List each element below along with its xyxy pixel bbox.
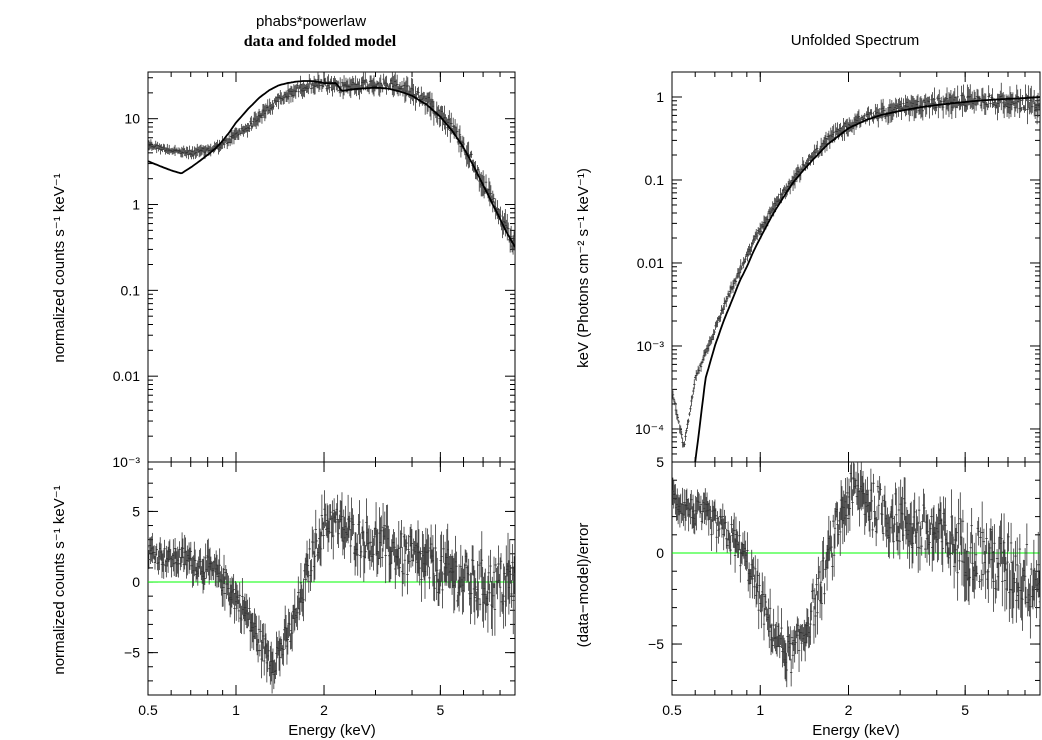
y-tick-label: 10 [124, 111, 140, 127]
x-tick-label: 1 [232, 702, 240, 718]
panel-left-top: 10 1 0.1 0.01 10⁻³ [112, 71, 516, 470]
panel-right-bottom: 0.5 1 2 5 5 0 −5 [648, 454, 1041, 718]
left-xlabel: Energy (keV) [288, 722, 376, 739]
left-top-ylabel: normalized counts s⁻¹ keV⁻¹ [51, 173, 68, 362]
plot-area-right-top [672, 82, 1040, 462]
left-title-line1: phabs*powerlaw [256, 13, 366, 30]
x-tick-label: 5 [436, 702, 444, 718]
y-tick-label: 1 [132, 197, 140, 213]
right-xlabel: Energy (keV) [812, 722, 900, 739]
y-tick-label: 5 [132, 503, 140, 519]
right-bottom-ylabel: (data−model)/error [575, 523, 592, 648]
x-tick-label: 5 [961, 702, 969, 718]
left-bottom-ylabel: normalized counts s⁻¹ keV⁻¹ [51, 485, 68, 674]
left-title-line2: data and folded model [244, 33, 397, 50]
right-top-ylabel: keV (Photons cm⁻² s⁻¹ keV⁻¹) [575, 168, 592, 368]
x-tick-label: 0.5 [138, 702, 158, 718]
y-tick-label: 0.1 [645, 172, 665, 188]
y-tick-label: 10⁻³ [636, 338, 664, 354]
y-tick-label: −5 [648, 636, 664, 652]
plot-area-right-bottom [672, 462, 1040, 688]
plot-frame-right-bottom [671, 461, 1041, 696]
y-tick-label: −5 [124, 645, 140, 661]
y-tick-label: 0 [132, 574, 140, 590]
y-tick-label: 0.01 [113, 368, 140, 384]
model-line [694, 96, 1040, 462]
y-tick-label: 10⁻³ [112, 454, 140, 470]
y-tick-label: 0.1 [121, 282, 141, 298]
y-tick-label: 10⁻⁴ [635, 421, 664, 437]
x-tick-label: 2 [320, 702, 328, 718]
model-line [148, 80, 515, 248]
y-tick-label: 0 [656, 545, 664, 561]
x-tick-label: 2 [845, 702, 853, 718]
y-tick-label: 5 [656, 454, 664, 470]
plot-area-left-top [148, 72, 515, 263]
y-tick-label: 0.01 [637, 255, 664, 271]
x-tick-label: 0.5 [662, 702, 682, 718]
plot-area-left-bottom [148, 490, 515, 694]
plot-frame-right-top [671, 71, 1041, 463]
right-title: Unfolded Spectrum [791, 32, 919, 49]
x-tick-label: 1 [756, 702, 764, 718]
panel-left-bottom: 0.5 1 2 5 5 0 −5 [124, 461, 516, 718]
y-tick-label: 1 [656, 89, 664, 105]
panel-right-top: 1 0.1 0.01 10⁻³ 10⁻⁴ [635, 71, 1041, 463]
